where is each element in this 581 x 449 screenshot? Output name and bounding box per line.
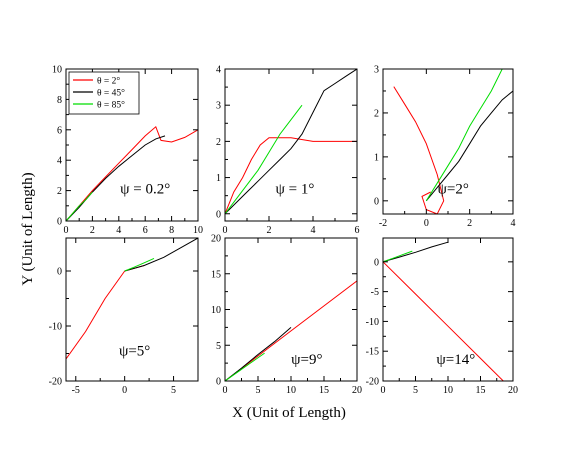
series-line-2 [425,90,513,202]
x-tick-label: -2 [379,218,387,229]
x-tick-label: 6 [143,225,148,236]
series-line-3 [66,191,93,221]
y-tick-label: 5 [216,341,221,352]
series-line-1 [225,280,357,381]
y-tick-label: -20 [366,377,379,388]
panel-label: ψ=2° [438,182,469,198]
panel-4: -5 0 5 -20 -10 0 ψ=5° [49,237,199,396]
y-tick-label: 0 [216,377,221,388]
y-tick-label: 0 [374,257,379,268]
x-tick-label: 20 [508,385,518,396]
x-tick-label: 4 [311,225,316,236]
panel-2: 0 2 4 6 0 1 2 3 4 ψ = 1° [216,65,360,237]
y-tick-label: 15 [211,269,221,280]
series-line-1 [225,137,357,214]
y-tick-label: 10 [52,65,62,76]
legend-box [68,71,140,115]
y-tick-label: 0 [57,267,62,278]
x-tick-label: 10 [193,225,203,236]
series-line-3 [124,257,155,272]
panel-5: 0 5 10 15 20 0 5 10 15 20 ψ=9° [211,234,362,397]
legend-entry: θ = 45° [97,88,125,99]
y-tick-label: -10 [49,322,62,333]
y-tick-label: 3 [374,65,379,76]
y-tick-label: -20 [49,377,62,388]
x-tick-label: 10 [443,385,453,396]
x-tick-label: 6 [355,225,360,236]
panel-label: ψ=14° [436,352,475,368]
series-line-3 [225,104,303,215]
x-tick-label: 2 [90,225,95,236]
x-tick-label: 5 [256,385,261,396]
y-tick-label: 4 [216,65,221,76]
y-tick-label: 2 [57,186,62,197]
x-tick-label: 15 [319,385,329,396]
legend-entry: θ = 85° [97,100,125,111]
series-line-3 [225,352,265,381]
y-tick-label: 1 [374,152,379,163]
y-tick-label: 0 [374,196,379,207]
x-tick-label: 8 [169,225,174,236]
panel-label: ψ = 1° [276,182,315,198]
panel-1: 0 2 4 6 8 10 0 2 4 6 8 10 ψ = 0.2° [52,65,203,237]
x-tick-label: 0 [223,225,228,236]
y-tick-label: 0 [57,217,62,228]
y-tick-label: -15 [366,347,379,358]
x-tick-label: 10 [286,385,296,396]
y-tick-label: 4 [57,156,62,167]
x-tick-label: 0 [381,385,386,396]
x-tick-label: 0 [64,225,69,236]
panel-6: 0 5 10 15 20 -20 -15 -10 -5 0 ψ=14° [366,237,518,396]
x-tick-label: 2 [467,218,472,229]
y-tick-label: 6 [57,125,62,136]
series-line-2 [124,238,198,272]
x-tick-label: -5 [72,385,80,396]
series-line-2 [225,327,292,381]
y-tick-label: 8 [57,95,62,106]
series-line-2 [383,241,449,263]
series-line-1 [393,86,445,214]
x-tick-label: 4 [116,225,121,236]
panel-label: ψ=5° [119,343,150,359]
series-line-1 [383,261,504,381]
series-line-2 [225,69,357,215]
x-tick-label: 0 [122,385,127,396]
x-tick-label: 4 [511,218,516,229]
series-line-3 [383,250,413,263]
x-tick-label: 5 [413,385,418,396]
legend: θ = 2°θ = 45°θ = 85° [68,71,140,115]
y-tick-label: 3 [216,101,221,112]
x-tick-label: 15 [476,385,486,396]
y-axis-label: Y (Unit of Length) [20,172,36,285]
panel-label: ψ = 0.2° [120,182,170,198]
y-tick-label: 20 [211,234,221,245]
panel-label: ψ=9° [291,352,322,368]
y-tick-label: -5 [371,287,379,298]
panel-frame [65,237,199,382]
series-line-3 [425,69,503,202]
y-tick-label: 2 [216,137,221,148]
x-tick-label: 20 [352,385,362,396]
y-tick-label: 0 [216,209,221,220]
x-tick-label: 0 [424,218,429,229]
y-tick-label: 10 [211,305,221,316]
legend-entry: θ = 2° [97,76,120,87]
x-tick-label: 0 [223,385,228,396]
x-tick-label: 2 [267,225,272,236]
x-tick-label: 5 [171,385,176,396]
x-axis-label: X (Unit of Length) [232,405,346,421]
y-tick-label: 1 [216,173,221,184]
y-tick-label: 2 [374,108,379,119]
y-tick-label: -10 [366,317,379,328]
